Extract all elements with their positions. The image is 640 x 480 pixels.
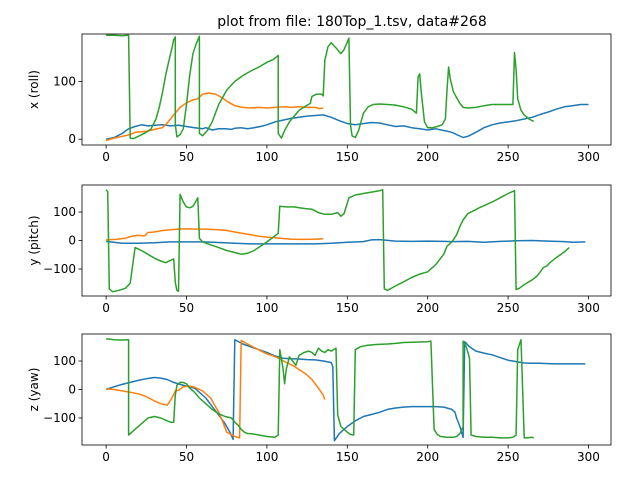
y-tick-label: 100 [53,205,76,219]
y-tick-label: 100 [53,354,76,368]
series-line-2 [105,92,324,142]
series-line-3 [106,338,535,439]
series-line-1 [106,238,586,245]
x-tick-label: 0 [102,150,110,164]
subplots: 0 50 100 150 200 250 300 0 100 x (roll) 0 50 100 150 2… [27,33,612,464]
series-line-2 [106,228,324,241]
subplot-1: 0 50 100 150 200 250 300 0 100 x (roll) [27,33,612,164]
x-tick-label: 250 [497,301,520,315]
subplot-3: 0 50 100 150 200 250 300 −100 0 100 z (yaw) [27,333,612,464]
subplot-2: 0 50 100 150 200 250 300 −100 0 100 y (pitch) [27,184,612,315]
x-tick-label: 250 [497,150,520,164]
x-tick-label: 150 [336,450,359,464]
series-line-1 [105,338,586,442]
series-line-1 [105,103,589,140]
x-tick-label: 250 [497,450,520,464]
y-axis-label: x (roll) [27,70,41,109]
x-tick-label: 200 [416,150,439,164]
x-tick-label: 50 [179,150,194,164]
y-axis-label: y (pitch) [27,215,41,265]
x-tick-label: 300 [577,150,600,164]
x-tick-label: 200 [416,301,439,315]
x-tick-label: 100 [255,301,278,315]
y-axis-label: z (yaw) [27,368,41,412]
y-tick-label: 0 [68,383,76,397]
x-tick-label: 100 [255,150,278,164]
x-tick-label: 300 [577,450,600,464]
x-tick-label: 150 [336,301,359,315]
x-tick-label: 300 [577,301,600,315]
figure-title: plot from file: 180Top_1.tsv, data#268 [217,14,486,30]
series-line-2 [106,339,326,439]
x-tick-label: 200 [416,450,439,464]
y-tick-label: 0 [68,132,76,146]
x-tick-label: 0 [102,450,110,464]
x-tick-label: 50 [179,301,194,315]
x-tick-label: 0 [102,301,110,315]
x-tick-label: 50 [179,450,194,464]
series-line-3 [106,34,535,140]
y-tick-label: 0 [68,234,76,248]
x-tick-label: 100 [255,450,278,464]
y-tick-label: −100 [43,262,76,276]
y-tick-label: −100 [43,411,76,425]
axes-frame [81,33,612,146]
x-tick-label: 150 [336,150,359,164]
series-line-3 [105,189,570,293]
y-tick-label: 100 [53,74,76,88]
